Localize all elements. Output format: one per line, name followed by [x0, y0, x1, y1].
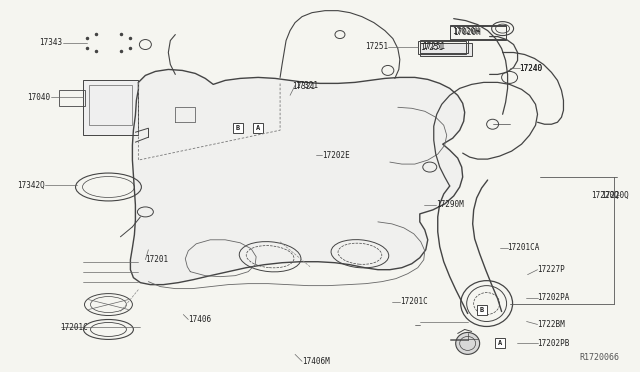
Text: 17201: 17201: [145, 255, 168, 264]
Text: 17240: 17240: [520, 64, 543, 73]
Text: B: B: [236, 125, 240, 131]
Bar: [495, 339, 504, 349]
Bar: [450, 26, 506, 39]
Bar: [420, 39, 468, 54]
Text: 17406M: 17406M: [302, 357, 330, 366]
Bar: [450, 25, 506, 39]
Text: 17201CA: 17201CA: [508, 243, 540, 252]
Text: 17202PB: 17202PB: [538, 339, 570, 348]
Bar: [59, 90, 84, 106]
Text: 17251: 17251: [365, 42, 388, 51]
Text: A: A: [497, 340, 502, 346]
Text: 17201C: 17201C: [61, 323, 88, 332]
Text: 17290M: 17290M: [436, 201, 463, 209]
Text: 17321: 17321: [292, 82, 315, 91]
Text: 17406: 17406: [188, 315, 211, 324]
Text: R1720066: R1720066: [579, 353, 620, 362]
Polygon shape: [131, 70, 465, 285]
Bar: [418, 41, 466, 54]
Text: 17220Q: 17220Q: [591, 190, 620, 199]
Text: 17020H: 17020H: [452, 28, 481, 37]
Bar: [253, 123, 263, 133]
Ellipse shape: [456, 333, 479, 355]
Text: 17220Q: 17220Q: [602, 190, 629, 199]
Text: 17342Q: 17342Q: [17, 180, 45, 189]
Text: 17202PA: 17202PA: [538, 293, 570, 302]
Text: 17240: 17240: [520, 64, 543, 73]
Text: 17201C: 17201C: [400, 297, 428, 306]
Text: 17251: 17251: [422, 42, 445, 51]
Text: B: B: [479, 307, 484, 312]
Text: 17040: 17040: [28, 93, 51, 102]
Bar: [477, 305, 486, 314]
Text: 17202E: 17202E: [322, 151, 349, 160]
Bar: [233, 123, 243, 133]
Bar: [83, 80, 138, 135]
Text: 17321: 17321: [295, 81, 318, 90]
Text: 17251: 17251: [420, 43, 443, 52]
Text: 17343: 17343: [40, 38, 63, 47]
Text: 1722BM: 1722BM: [538, 320, 565, 329]
Text: 17020H: 17020H: [452, 27, 479, 36]
Text: A: A: [256, 125, 260, 131]
Bar: [88, 86, 132, 125]
Text: 17227P: 17227P: [538, 265, 565, 274]
Bar: [420, 42, 472, 57]
